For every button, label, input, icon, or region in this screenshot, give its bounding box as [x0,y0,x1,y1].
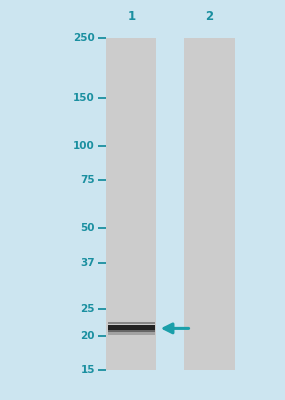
Bar [107,325,155,330]
Text: 25: 25 [80,304,95,314]
Text: 2: 2 [205,10,214,22]
Bar [107,322,155,324]
Text: 20: 20 [80,331,95,341]
Text: 100: 100 [73,141,95,151]
Text: 15: 15 [80,365,95,375]
Text: 1: 1 [127,10,135,22]
Bar [107,332,155,335]
Text: 50: 50 [80,223,95,233]
Text: 250: 250 [73,33,95,43]
Bar [184,38,235,370]
Bar [106,38,156,370]
Text: 150: 150 [73,94,95,104]
Text: 75: 75 [80,175,95,185]
Bar [156,38,184,370]
Text: 37: 37 [80,258,95,268]
Bar [107,329,155,332]
